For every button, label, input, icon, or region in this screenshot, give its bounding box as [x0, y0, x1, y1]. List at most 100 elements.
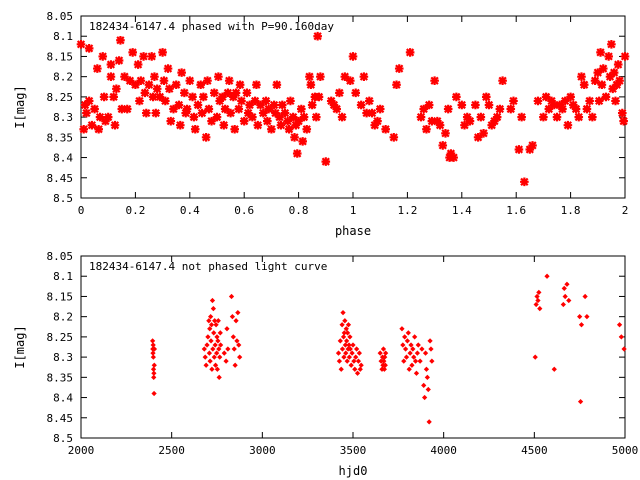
data-point	[446, 149, 456, 158]
data-point	[313, 31, 322, 41]
data-point	[284, 124, 294, 134]
data-point	[476, 112, 486, 122]
data-point	[280, 108, 290, 118]
unphased-xtick-label: 3000	[249, 444, 276, 457]
data-point	[528, 141, 537, 150]
data-point	[261, 96, 271, 106]
data-point	[125, 76, 135, 86]
data-point	[277, 100, 287, 110]
data-point	[339, 346, 346, 352]
data-point	[537, 305, 543, 312]
data-point	[80, 100, 90, 110]
data-point	[571, 104, 581, 114]
data-point	[449, 153, 458, 162]
data-point	[422, 350, 429, 356]
data-point	[226, 108, 235, 118]
data-point	[99, 92, 109, 102]
data-point	[201, 346, 207, 352]
data-point	[484, 100, 494, 110]
data-point	[216, 374, 222, 380]
data-point	[555, 100, 565, 110]
data-point	[582, 293, 588, 300]
data-point	[250, 96, 260, 106]
data-point	[618, 334, 624, 340]
data-point	[213, 322, 219, 328]
data-point	[209, 297, 216, 304]
data-point	[141, 108, 151, 118]
data-point	[106, 72, 116, 81]
phased-ytick-label: 8.3	[53, 111, 73, 124]
data-point	[234, 338, 240, 344]
data-point	[404, 338, 411, 344]
data-point	[402, 346, 409, 352]
data-point	[492, 112, 502, 122]
data-point	[343, 350, 349, 356]
data-point	[373, 116, 382, 126]
data-point	[607, 40, 616, 49]
data-point	[382, 362, 388, 368]
data-point	[579, 80, 589, 90]
data-point	[410, 346, 416, 352]
data-point	[214, 334, 220, 340]
data-point	[217, 330, 223, 336]
data-point	[419, 346, 425, 352]
data-point	[400, 342, 406, 348]
data-point	[577, 398, 584, 405]
data-point	[341, 354, 347, 360]
data-point	[258, 108, 268, 118]
data-point	[225, 346, 231, 352]
phased-xtick-label: 0.4	[180, 204, 200, 217]
data-point	[144, 80, 154, 90]
phased-ytick-label: 8.35	[47, 131, 74, 144]
data-point	[417, 358, 423, 364]
data-point	[346, 354, 352, 360]
data-point	[204, 342, 210, 348]
data-point	[101, 116, 110, 126]
data-point	[211, 330, 217, 336]
unphased-plot-ylabel: I[mag]	[13, 325, 27, 368]
data-point	[231, 88, 241, 98]
data-point	[253, 120, 263, 130]
unphased-xtick-label: 5000	[612, 444, 639, 457]
data-point	[358, 362, 364, 368]
data-point	[539, 112, 548, 122]
data-point	[380, 346, 387, 352]
unphased-ytick-label: 8.05	[47, 250, 74, 263]
data-point	[202, 354, 208, 360]
unphased-ytick-label: 8.4	[53, 392, 73, 405]
data-point	[150, 342, 156, 348]
unphased-xtick-label: 4500	[521, 444, 548, 457]
data-point	[159, 76, 169, 86]
data-point	[481, 92, 491, 102]
data-point	[427, 116, 437, 126]
data-point	[306, 80, 316, 90]
data-point	[140, 88, 150, 98]
data-point	[584, 314, 590, 320]
data-point	[298, 137, 307, 146]
data-point	[460, 120, 469, 130]
data-point	[206, 350, 213, 356]
data-point	[425, 386, 431, 393]
data-point	[611, 96, 620, 106]
data-point	[290, 133, 299, 142]
data-point	[617, 108, 627, 118]
data-point	[243, 108, 253, 118]
data-point	[619, 116, 628, 126]
phased-plot-frame	[80, 15, 626, 199]
data-point	[150, 354, 156, 360]
unphased-ytick-label: 8.25	[47, 331, 74, 344]
data-point	[362, 108, 371, 118]
data-point	[428, 346, 434, 352]
phased-plot: 0 0.2 0.4 0.6 0.8 1 1.2 1.4 1.6 1.8 2 8.05 8.1 8.15 8.…	[13, 10, 630, 238]
phased-plot-title: 182434-6147.4 phased with P=90.160day	[89, 20, 334, 33]
data-point	[348, 362, 354, 368]
data-point	[479, 128, 488, 138]
phased-xtick-label: 1.6	[506, 204, 526, 217]
data-point	[203, 76, 212, 86]
data-point	[193, 100, 203, 110]
unphased-ytick-label: 8.3	[53, 351, 73, 364]
data-point	[441, 128, 450, 138]
data-point	[98, 52, 108, 61]
phased-plot-xlabel: phase	[335, 224, 371, 238]
